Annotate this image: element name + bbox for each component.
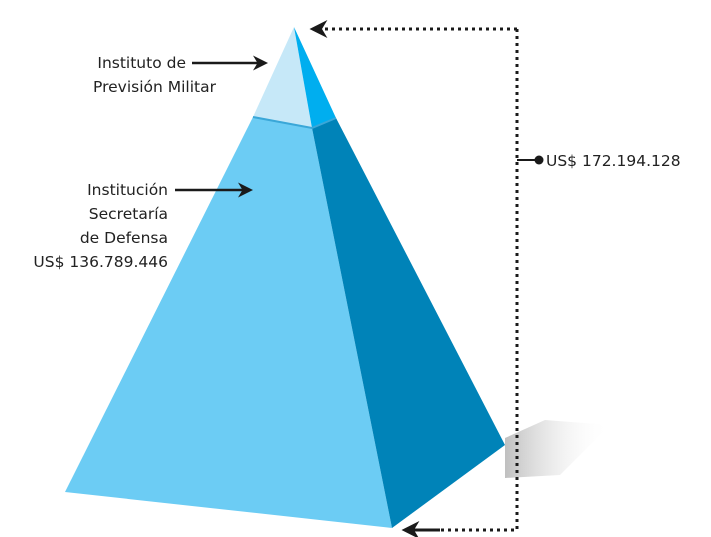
base-label-line1: Institución	[87, 181, 168, 199]
base-label-line2: Secretaría	[89, 205, 168, 223]
pyramid-base-left-face	[65, 117, 392, 528]
apex-label-line2: Previsión Militar	[93, 78, 217, 96]
apex-label-line1: Instituto de	[97, 54, 186, 72]
pyramid-shadow	[505, 420, 610, 478]
total-value-label: US$ 172.194.128	[546, 152, 681, 170]
pyramid-base-right-face	[312, 118, 505, 528]
pyramid-apex-left-face	[253, 27, 312, 128]
base-value-label: US$ 136.789.446	[33, 253, 168, 271]
pyramid-apex-right-face	[294, 27, 336, 128]
base-label-line3: de Defensa	[80, 229, 168, 247]
pyramid-section-divider	[252, 116, 337, 130]
total-connector-dot	[534, 155, 544, 165]
